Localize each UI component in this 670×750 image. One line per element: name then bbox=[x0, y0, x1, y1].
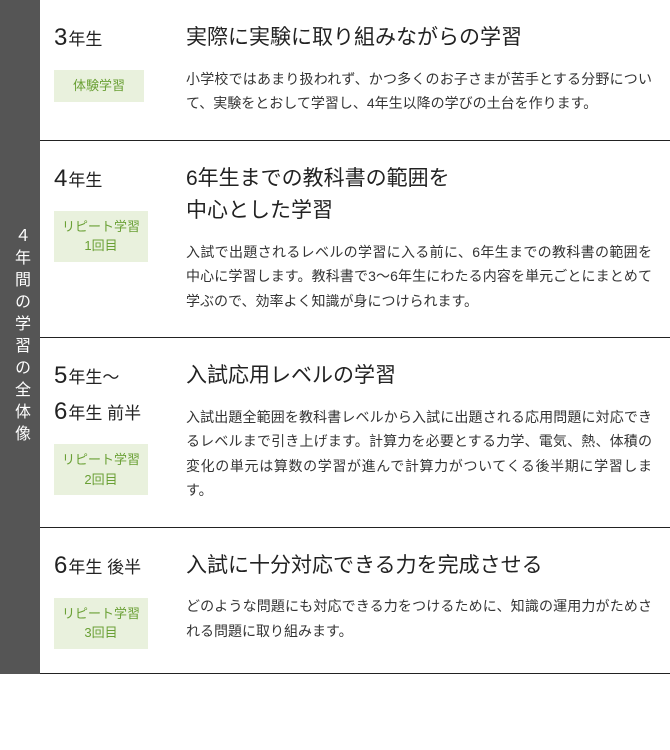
row-left: 6年生 後半 リピート学習3回目 bbox=[40, 528, 180, 673]
grade-number-2: 6 bbox=[54, 398, 67, 425]
row-title: 実際に実験に取り組みながらの学習 bbox=[186, 22, 652, 55]
row-title: 入試応用レベルの学習 bbox=[186, 360, 652, 393]
row-right: 6年生までの教科書の範囲を中心とした学習 入試で出題されるレベルの学習に入る前に… bbox=[180, 141, 670, 338]
grade-label: 5年生～ 6年生 前半 bbox=[54, 358, 168, 430]
grade-number: 5 bbox=[54, 362, 67, 389]
row-left: 5年生～ 6年生 前半 リピート学習2回目 bbox=[40, 338, 180, 527]
grade-label: 6年生 後半 bbox=[54, 548, 168, 584]
curriculum-row: 6年生 後半 リピート学習3回目 入試に十分対応できる力を完成させる どのような… bbox=[40, 528, 670, 674]
row-right: 入試応用レベルの学習 入試出題全範囲を教科書レベルから入試に出題される応用問題に… bbox=[180, 338, 670, 527]
grade-number: 6 bbox=[54, 552, 67, 579]
row-left: 3年生 体験学習 bbox=[40, 0, 180, 140]
grade-suffix: 年生～ bbox=[68, 368, 119, 387]
grade-number: 3 bbox=[54, 24, 67, 51]
learning-tag: リピート学習2回目 bbox=[54, 444, 148, 495]
grade-suffix: 年生 後半 bbox=[68, 558, 141, 577]
curriculum-overview: ４年間の学習の全体像 3年生 体験学習 実際に実験に取り組みながらの学習 小学校… bbox=[0, 0, 670, 674]
row-desc: 小学校ではあまり扱われず、かつ多くのお子さまが苦手とする分野について、実験をとお… bbox=[186, 67, 652, 116]
row-desc: 入試で出題されるレベルの学習に入る前に、6年生までの教科書の範囲を中心に学習しま… bbox=[186, 240, 652, 314]
row-desc: どのような問題にも対応できる力をつけるために、知識の運用力がためされる問題に取り… bbox=[186, 594, 652, 643]
row-desc: 入試出題全範囲を教科書レベルから入試に出題される応用問題に対応できるレベルまで引… bbox=[186, 405, 652, 503]
learning-tag: リピート学習1回目 bbox=[54, 211, 148, 262]
row-title: 入試に十分対応できる力を完成させる bbox=[186, 550, 652, 583]
curriculum-row: 3年生 体験学習 実際に実験に取り組みながらの学習 小学校ではあまり扱われず、か… bbox=[40, 0, 670, 141]
grade-label: 3年生 bbox=[54, 20, 168, 56]
curriculum-rows: 3年生 体験学習 実際に実験に取り組みながらの学習 小学校ではあまり扱われず、か… bbox=[40, 0, 670, 674]
grade-number: 4 bbox=[54, 165, 67, 192]
sidebar-title: ４年間の学習の全体像 bbox=[0, 0, 40, 674]
row-title: 6年生までの教科書の範囲を中心とした学習 bbox=[186, 163, 652, 228]
grade-suffix: 年生 bbox=[68, 30, 102, 49]
grade-suffix-2: 年生 前半 bbox=[68, 404, 141, 423]
grade-suffix: 年生 bbox=[68, 171, 102, 190]
row-right: 入試に十分対応できる力を完成させる どのような問題にも対応できる力をつけるために… bbox=[180, 528, 670, 673]
curriculum-row: 4年生 リピート学習1回目 6年生までの教科書の範囲を中心とした学習 入試で出題… bbox=[40, 141, 670, 339]
grade-label: 4年生 bbox=[54, 161, 168, 197]
learning-tag: リピート学習3回目 bbox=[54, 598, 148, 649]
curriculum-row: 5年生～ 6年生 前半 リピート学習2回目 入試応用レベルの学習 入試出題全範囲… bbox=[40, 338, 670, 528]
learning-tag: 体験学習 bbox=[54, 70, 144, 102]
row-left: 4年生 リピート学習1回目 bbox=[40, 141, 180, 338]
row-right: 実際に実験に取り組みながらの学習 小学校ではあまり扱われず、かつ多くのお子さまが… bbox=[180, 0, 670, 140]
